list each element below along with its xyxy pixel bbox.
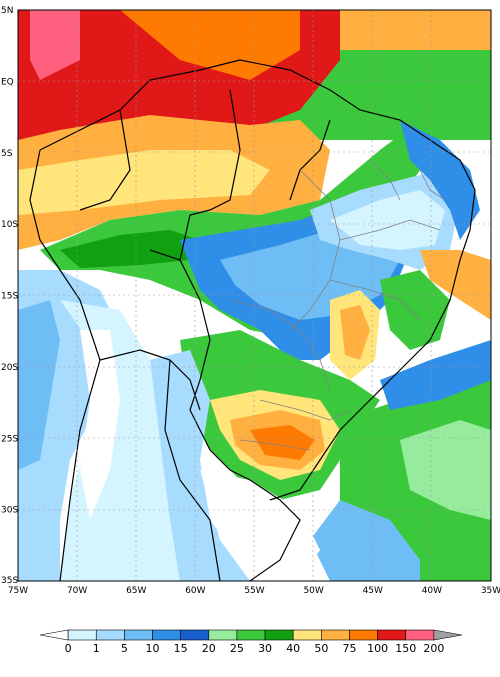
longitude-label: 45W — [363, 586, 383, 596]
colorbar-swatch — [152, 629, 181, 641]
colorbar-swatch — [124, 629, 153, 641]
colorbar-label: 10 — [146, 642, 160, 655]
colorbar-swatch — [67, 629, 97, 641]
colorbar-label: 1 — [93, 642, 100, 655]
map-border — [17, 9, 492, 582]
longitude-label: 75W — [8, 586, 28, 596]
latitude-label: 25S — [1, 434, 18, 444]
colorbar-swatch — [321, 629, 350, 641]
colorbar-label: 25 — [230, 642, 244, 655]
colorbar-swatch — [349, 629, 378, 641]
colorbar-swatch — [264, 629, 294, 641]
longitude-label: 50W — [303, 586, 323, 596]
colorbar-label: 50 — [314, 642, 328, 655]
latitude-label: EQ — [1, 77, 14, 87]
latitude-label: 5S — [1, 149, 13, 159]
graticule — [18, 10, 491, 581]
colorbar-swatch — [95, 629, 125, 641]
latitude-label: 20S — [1, 363, 18, 373]
colorbar-label: 5 — [121, 642, 128, 655]
longitude-label: 35W — [481, 586, 500, 596]
latitude-labels: 5N EQ 5S 10S 15S 20S 25S 30S 35S — [1, 6, 18, 586]
colorbar-swatch — [180, 629, 210, 641]
colorbar-label: 75 — [342, 642, 356, 655]
country-borders — [29, 59, 476, 581]
colorbar-label: 40 — [286, 642, 300, 655]
latitude-label: 5N — [1, 6, 13, 16]
colorbar-swatch — [377, 629, 407, 641]
colorbar-swatch — [292, 629, 322, 641]
longitude-label: 40W — [422, 586, 442, 596]
longitude-label: 55W — [244, 586, 264, 596]
colorbar-swatch — [236, 629, 266, 641]
colorbar-label: 0 — [65, 642, 72, 655]
colorbar-label: 100 — [367, 642, 388, 655]
colorbar: 0 1 5 10 15 20 25 30 40 50 75 100 150 200 — [39, 629, 463, 655]
precipitation-field — [18, 10, 491, 581]
state-borders — [229, 159, 446, 451]
colorbar-swatch — [405, 629, 435, 641]
latitude-label: 35S — [1, 576, 18, 586]
colorbar-swatch — [208, 629, 238, 641]
latitude-label: 30S — [1, 506, 18, 516]
colorbar-label: 20 — [202, 642, 216, 655]
colorbar-label: 30 — [258, 642, 272, 655]
colorbar-high-triangle — [433, 629, 463, 641]
latitude-label: 10S — [1, 220, 18, 230]
longitude-label: 65W — [126, 586, 146, 596]
longitude-label: 60W — [185, 586, 205, 596]
colorbar-label: 15 — [174, 642, 188, 655]
longitude-label: 70W — [67, 586, 87, 596]
colorbar-label: 200 — [423, 642, 444, 655]
longitude-labels: 75W 70W 65W 60W 55W 50W 45W 40W 35W — [8, 586, 500, 596]
colorbar-low-triangle — [39, 629, 69, 641]
colorbar-label: 150 — [395, 642, 416, 655]
latitude-label: 15S — [1, 292, 18, 302]
